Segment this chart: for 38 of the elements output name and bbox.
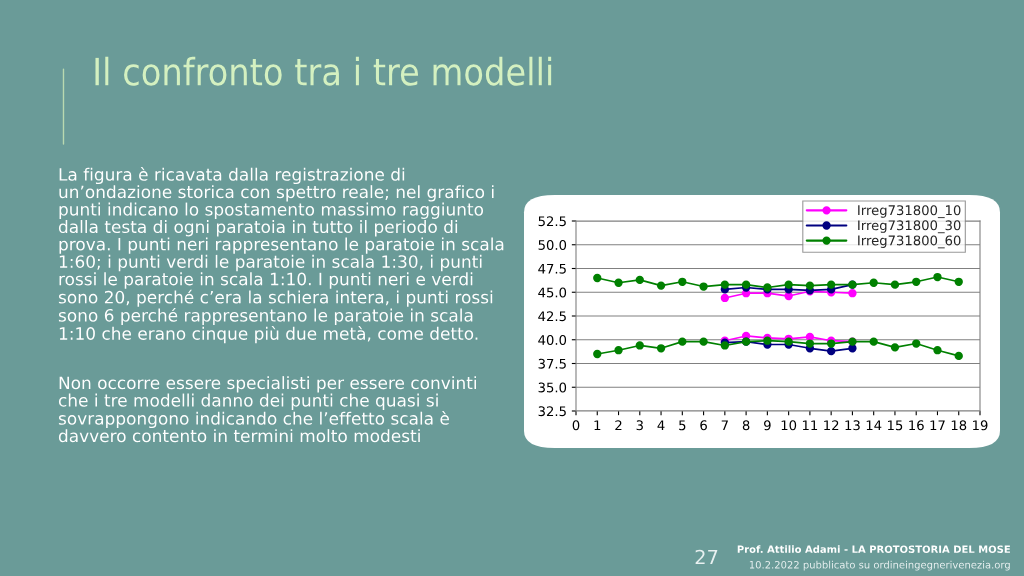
y-tick-label: 35.0 [538, 382, 567, 393]
x-tick-label: 7 [721, 420, 728, 431]
x-tick-label: 3 [636, 420, 643, 431]
legend-label: Irreg731800_30 [858, 220, 961, 234]
x-tick-label: 10 [781, 420, 797, 431]
y-tick-label: 37.5 [538, 358, 566, 369]
x-tick-label: 9 [764, 420, 771, 431]
x-tick-label: 16 [909, 420, 924, 431]
x-tick-label: 1 [594, 420, 601, 431]
legend-label: Irreg731800_10 [858, 205, 961, 219]
legend-label: Irreg731800_60 [858, 235, 961, 249]
x-tick-label: 13 [845, 420, 860, 431]
x-tick-label: 5 [679, 420, 686, 431]
x-tick-label: 4 [657, 420, 665, 431]
text: La figura è ricavata dalla registrazione di un’ondazione storica con spettro reale; nel grafico i punti indicano lo spostamento massimo raggiunto dalla testa di ogni paratoia in tutto il periodo di prova. I punti neri rappresentano le paratoie in scala 1:60; i punti verdi le paratoie in scala 1:30, i punti rossi le paratoie in scala 1:10. I punti neri e verdi sono 20, perché c’era la schiera intera, i punti rossi sono 6 perché rappresentano le paratoie in scala 1:10 che erano cinque più due metà, come detto. [58, 167, 504, 344]
x-tick-label: 15 [888, 420, 903, 431]
x-tick-label: 12 [824, 420, 839, 431]
x-tick-label: 18 [951, 420, 967, 431]
x-tick-label: 17 [930, 420, 945, 431]
x-tick-label: 2 [615, 420, 622, 431]
x-tick-label: 11 [802, 420, 818, 431]
x-tick-label: 19 [973, 420, 988, 431]
x-tick-label: 6 [700, 420, 707, 431]
text: Prof. Attilio Adami - LA PROTOSTORIA DEL MOSE [737, 545, 1010, 553]
y-tick-label: 45.0 [538, 287, 567, 298]
y-tick-label: 42.5 [538, 311, 566, 322]
text: 27 [695, 549, 718, 565]
y-tick-label: 50.0 [538, 239, 567, 250]
chart-title: Il confronto tra i tre modelli [95, 56, 552, 86]
text: 10.2.2022 pubblicato su ordineingegnerivenezia.org [749, 560, 1010, 571]
y-tick-label: 52.5 [538, 216, 566, 227]
text: Non occorre essere specialisti per essere convinti che i tre modelli danno dei punti che quasi si sovrappongono indicando che l’effetto scala è davvero contento in termini molto modesti [58, 376, 476, 443]
y-tick-label: 40.0 [538, 334, 567, 345]
x-tick-label: 14 [866, 420, 882, 431]
x-tick-label: 8 [742, 420, 750, 431]
y-tick-label: 32.5 [538, 406, 566, 417]
x-tick-label: 0 [572, 420, 580, 431]
y-tick-label: 47.5 [538, 263, 566, 274]
